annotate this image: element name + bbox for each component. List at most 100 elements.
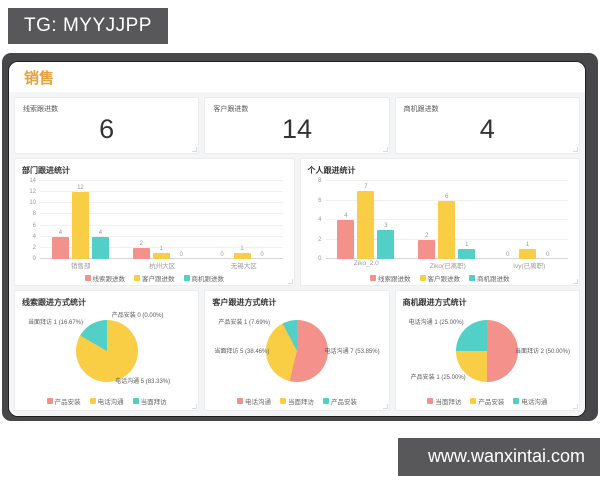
bar-客户跟进数 bbox=[519, 249, 537, 259]
legend-label: 当面拜访 bbox=[140, 399, 167, 406]
legend-item-商机跟进数[interactable]: 商机跟进数 bbox=[183, 273, 225, 283]
bar-value-label: 1 bbox=[465, 242, 469, 249]
resize-handle-icon bbox=[192, 404, 198, 409]
bar-value-label: 2 bbox=[139, 240, 143, 247]
dashboard-body: 线索跟进数 6 客户跟进数 14 商机跟进数 4 部门跟进统计 bbox=[9, 92, 585, 416]
bar-value-label: 3 bbox=[384, 222, 388, 229]
bar-value-label: 4 bbox=[344, 213, 348, 219]
legend-label: 商机跟进数 bbox=[191, 276, 225, 283]
bar-线索跟进数 bbox=[337, 220, 355, 259]
legend-label: 电话沟通 bbox=[521, 399, 548, 406]
grid-line bbox=[40, 202, 283, 204]
legend-item-产品安装[interactable]: 产品安装 bbox=[46, 396, 81, 406]
y-axis-tick: 2 bbox=[32, 244, 36, 251]
y-axis-tick: 10 bbox=[29, 200, 36, 207]
bar-column: 1 bbox=[233, 181, 251, 259]
resize-handle-icon bbox=[572, 404, 578, 409]
resize-handle-icon bbox=[572, 147, 578, 152]
bar-column: 4 bbox=[337, 181, 355, 259]
x-axis-label: 销售部 bbox=[71, 263, 91, 270]
legend-item-当面拜访[interactable]: 当面拜访 bbox=[427, 396, 461, 406]
y-axis-tick: 0 bbox=[32, 256, 36, 262]
x-axis-label: Ziko_2.0 bbox=[353, 260, 379, 267]
page-title: 销售 bbox=[24, 69, 55, 87]
pie-slice-label-产品安装: 产品安装 0 (0.00%) bbox=[111, 313, 164, 319]
legend-swatch bbox=[322, 398, 329, 404]
bar-column: 1 bbox=[519, 181, 537, 259]
stat-card-customers: 客户跟进数 14 bbox=[204, 97, 390, 154]
legend-item-商机跟进数[interactable]: 商机跟进数 bbox=[469, 273, 510, 283]
pie-charts-row: 线索跟进方式统计 产品安装 0 (0.00%) 电话沟通 5 (83.33%) 当面… bbox=[14, 290, 580, 411]
legend-swatch bbox=[89, 398, 96, 404]
bar-客户跟进数 bbox=[357, 190, 375, 259]
pie-slice-label-电话沟通: 电话沟通 1 (25.00%) bbox=[408, 320, 464, 326]
bar-group-Ivy(已离职): 0 1 0 bbox=[487, 181, 568, 259]
stat-label: 客户跟进数 bbox=[213, 106, 249, 113]
chart-title: 客户跟进方式统计 bbox=[212, 298, 277, 307]
bar-客户跟进数 bbox=[438, 200, 456, 259]
y-axis-tick: 0 bbox=[318, 256, 322, 262]
pie-slice-label-当面拜访: 当面拜访 2 (50.00%) bbox=[514, 349, 570, 356]
y-axis-tick: 8 bbox=[32, 211, 36, 218]
chart-legend: 线索跟进数 客户跟进数 商机跟进数 bbox=[308, 273, 573, 283]
legend-item-电话沟通[interactable]: 电话沟通 bbox=[89, 396, 124, 406]
bar-column: 0 bbox=[173, 181, 190, 259]
y-axis-tick: 14 bbox=[29, 178, 36, 184]
pie-slice-label-产品安装: 产品安装 1 (25.00%) bbox=[410, 375, 466, 381]
legend-item-当面拜访[interactable]: 当面拜访 bbox=[132, 396, 167, 406]
bar-column: 2 bbox=[132, 181, 150, 259]
legend-item-线索跟进数[interactable]: 线索跟进数 bbox=[84, 273, 125, 283]
legend-item-当面拜访[interactable]: 当面拜访 bbox=[279, 396, 314, 406]
stat-value: 4 bbox=[479, 114, 495, 144]
legend-label: 产品安装 bbox=[478, 399, 505, 406]
pie-area: 电话沟通 7 (53.85%) 当面拜访 5 (38.46%) 产品安装 1 (7.… bbox=[212, 308, 381, 393]
bar-plot: 0 2 4 6 8 10 12 14 4 12 4 2 1 0 0 1 0 bbox=[22, 178, 285, 262]
bar-column: 0 bbox=[254, 181, 271, 259]
grid-line bbox=[40, 246, 283, 248]
bar-column: 1 bbox=[152, 181, 170, 259]
x-axis-labels: Ziko_2.0 Ziko(已离职) Ivy(已离职) bbox=[326, 260, 571, 270]
x-axis-label: Ziko(已离职) bbox=[429, 263, 466, 270]
bar-线索跟进数 bbox=[51, 236, 69, 259]
chart-legend: 线索跟进数 客户跟进数 商机跟进数 bbox=[22, 273, 287, 283]
chart-title: 个人跟进统计 bbox=[307, 166, 356, 175]
bar-value-label: 0 bbox=[505, 252, 510, 258]
legend-item-产品安装[interactable]: 产品安装 bbox=[322, 396, 357, 406]
bar-商机跟进数 bbox=[91, 236, 109, 259]
legend-swatch bbox=[46, 398, 53, 404]
legend-label: 产品安装 bbox=[54, 399, 81, 406]
y-axis-tick: 6 bbox=[318, 197, 322, 204]
legend-item-电话沟通[interactable]: 电话沟通 bbox=[513, 396, 547, 406]
y-axis-tick: 8 bbox=[318, 178, 322, 184]
pie-slice-label-电话沟通: 电话沟通 7 (53.85%) bbox=[324, 349, 380, 356]
legend-item-客户跟进数[interactable]: 客户跟进数 bbox=[134, 273, 175, 283]
legend-item-产品安装[interactable]: 产品安装 bbox=[470, 396, 504, 406]
bar-客户跟进数 bbox=[152, 253, 170, 259]
legend-label: 电话沟通 bbox=[244, 399, 271, 406]
chart-title: 商机跟进方式统计 bbox=[402, 298, 467, 307]
grid-line bbox=[40, 213, 283, 215]
legend-item-电话沟通[interactable]: 电话沟通 bbox=[236, 396, 271, 406]
stat-card-leads: 线索跟进数 6 bbox=[14, 97, 200, 154]
legend-item-线索跟进数[interactable]: 线索跟进数 bbox=[370, 273, 411, 283]
pie-area: 产品安装 0 (0.00%) 电话沟通 5 (83.33%) 当面拜访 1 (16.… bbox=[22, 308, 191, 393]
bar-value-label: 0 bbox=[220, 252, 224, 258]
legend-swatch bbox=[370, 275, 376, 281]
resize-handle-icon bbox=[382, 147, 388, 152]
bar-value-label: 7 bbox=[364, 183, 368, 190]
screenshot-frame: 销售 线索跟进数 6 客户跟进数 14 商机跟进数 4 bbox=[2, 53, 598, 421]
legend-item-客户跟进数[interactable]: 客户跟进数 bbox=[419, 273, 460, 283]
bar-column: 1 bbox=[458, 181, 476, 259]
bar-column: 3 bbox=[377, 181, 395, 259]
bar-group-无锡大区: 0 1 0 bbox=[202, 181, 283, 259]
stats-row: 线索跟进数 6 客户跟进数 14 商机跟进数 4 bbox=[14, 97, 580, 154]
chart-title: 线索跟进方式统计 bbox=[22, 298, 86, 307]
grid-line bbox=[40, 191, 283, 193]
bar-value-label: 4 bbox=[98, 229, 103, 236]
chart-legend: 电话沟通 当面拜访 产品安装 bbox=[212, 396, 381, 406]
legend-label: 线索跟进数 bbox=[378, 276, 411, 283]
pie-slice-label-产品安装: 产品安装 1 (7.69%) bbox=[218, 320, 271, 326]
resize-handle-icon bbox=[382, 404, 388, 409]
legend-label: 电话沟通 bbox=[97, 399, 124, 406]
legend-swatch bbox=[513, 398, 520, 404]
